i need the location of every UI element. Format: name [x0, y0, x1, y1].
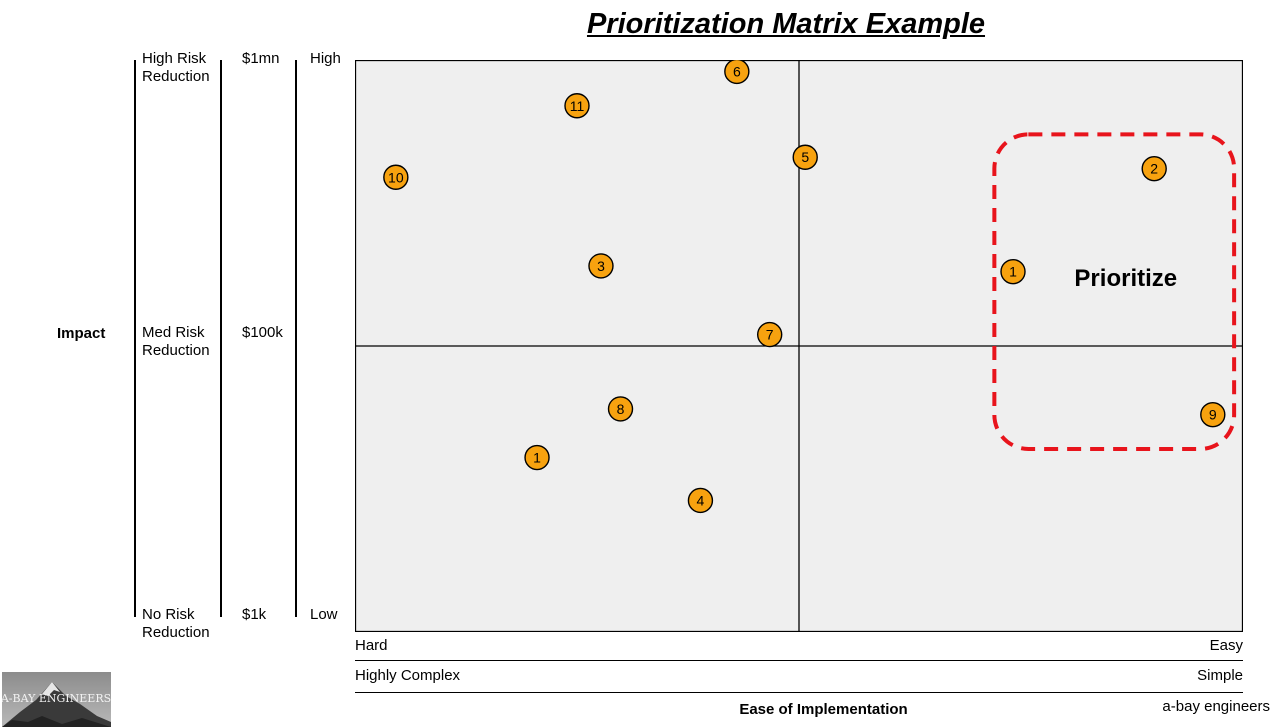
- point-marker: [756, 321, 783, 348]
- data-point-5: 5: [792, 144, 818, 170]
- point-label: 11: [570, 98, 585, 114]
- level-scale-low: Low: [310, 606, 338, 623]
- ease-scale-line: [355, 660, 1243, 661]
- data-point-4: 4: [687, 487, 714, 514]
- logo-text: A-BAY ENGINEERS: [2, 692, 111, 705]
- ease-scale-right: Easy: [1209, 637, 1243, 654]
- point-label: 9: [1209, 407, 1217, 423]
- cost-scale-low: $1k: [242, 606, 267, 623]
- point-marker: [792, 144, 818, 170]
- point-marker: [383, 164, 409, 190]
- point-label: 7: [766, 327, 774, 343]
- data-point-10: 10: [383, 164, 409, 190]
- mountain-logo-icon: A-BAY ENGINEERS: [2, 672, 111, 727]
- point-marker: [1000, 258, 1026, 285]
- complexity-scale-right: Simple: [1197, 667, 1243, 684]
- point-label: 1: [1009, 264, 1017, 280]
- data-point-9: 9: [1200, 401, 1226, 428]
- level-scale-line: [295, 60, 297, 617]
- data-point-6: 6: [724, 60, 750, 85]
- risk-scale-high: High Risk Reduction: [142, 50, 210, 85]
- risk-scale-low: No Risk Reduction: [142, 606, 210, 641]
- data-point-1: 1: [1000, 258, 1026, 285]
- data-point-8: 8: [607, 396, 634, 422]
- data-point-2: 2: [1141, 155, 1167, 182]
- point-label: 6: [733, 63, 741, 79]
- point-marker: [1200, 401, 1226, 428]
- point-marker: [1141, 155, 1167, 182]
- x-axis-title: Ease of Implementation: [739, 701, 908, 718]
- point-marker: [564, 93, 590, 119]
- point-label: 10: [388, 169, 404, 185]
- matrix-plot: Prioritize 6 11 5 2 10 3 1 7 8 9 1 4: [355, 60, 1243, 632]
- point-label: 5: [801, 149, 809, 165]
- complexity-scale-line: [355, 692, 1243, 693]
- point-label: 2: [1150, 161, 1158, 177]
- cost-scale-med: $100k: [242, 324, 283, 341]
- point-label: 4: [697, 492, 705, 508]
- point-label: 3: [597, 258, 605, 274]
- page-title: Prioritization Matrix Example: [586, 8, 986, 40]
- complexity-scale-left: Highly Complex: [355, 667, 461, 684]
- data-point-7: 7: [756, 321, 783, 348]
- data-points: 6 11 5 2 10 3 1 7 8 9 1 4: [383, 60, 1226, 514]
- cost-scale-high: $1mn: [242, 50, 280, 67]
- data-point-3: 3: [588, 253, 614, 279]
- point-label: 1: [533, 450, 541, 466]
- prioritize-region: [992, 132, 1237, 451]
- point-marker: [687, 487, 714, 514]
- point-marker: [607, 396, 634, 422]
- level-scale-high: High: [310, 50, 341, 67]
- data-point-1: 1: [524, 444, 550, 471]
- cost-scale-line: [220, 60, 222, 617]
- prioritize-label: Prioritize: [1074, 265, 1177, 292]
- point-marker: [588, 253, 614, 279]
- point-label: 8: [617, 401, 625, 417]
- company-logo: A-BAY ENGINEERS: [2, 672, 111, 727]
- risk-scale-line: [134, 60, 136, 617]
- credit-text: a-bay engineers: [1162, 698, 1270, 715]
- risk-scale-med: Med Risk Reduction: [142, 324, 210, 359]
- ease-scale-left: Hard: [355, 637, 388, 654]
- point-marker: [724, 60, 750, 85]
- y-axis-title: Impact: [57, 325, 106, 342]
- data-point-11: 11: [564, 93, 590, 119]
- point-marker: [524, 444, 550, 471]
